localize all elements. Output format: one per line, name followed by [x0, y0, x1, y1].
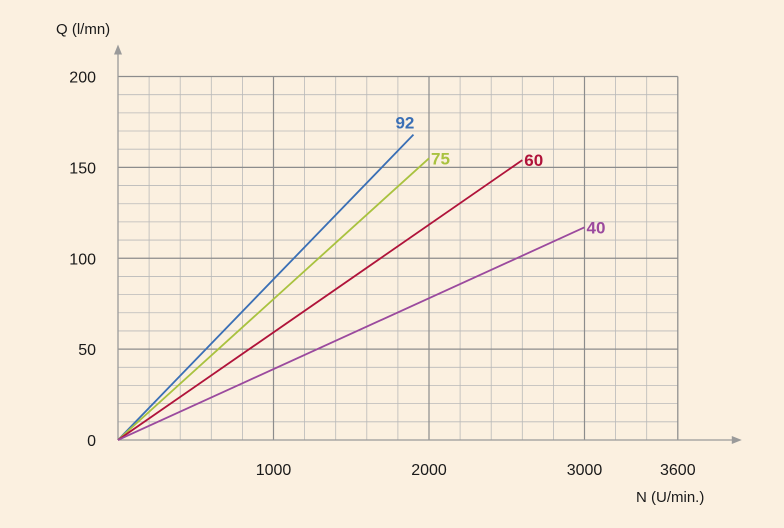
y-tick-label: 100: [69, 251, 96, 268]
y-tick-label: 50: [78, 342, 96, 359]
x-tick-label: 1000: [256, 462, 292, 479]
y-tick-label: 150: [69, 160, 96, 177]
x-tick-label: 2000: [411, 462, 447, 479]
series-line-92: [117, 134, 415, 441]
x-axis-arrow: [731, 436, 742, 444]
y-axis-label: Q (l/mn): [56, 21, 110, 38]
y-axis-arrow: [114, 44, 122, 55]
x-axis-label: N (U/min.): [636, 489, 704, 506]
series-label-92: 92: [395, 114, 414, 133]
major-gridlines: [118, 75, 679, 440]
y-tick-label: 200: [69, 70, 96, 87]
axes: [114, 44, 742, 444]
series-lines: [117, 134, 585, 441]
series-label-60: 60: [524, 151, 543, 170]
chart-labels: 0 50 100 150 200 1000 2000 3000 3600 92 75 60 40: [69, 70, 695, 480]
series-label-75: 75: [431, 149, 450, 168]
series-line-75: [117, 157, 430, 441]
y-tick-label: 0: [87, 433, 96, 450]
x-tick-label: 3000: [567, 462, 603, 479]
x-tick-label: 3600: [660, 462, 696, 479]
series-line-60: [117, 159, 523, 441]
series-line-40: [117, 226, 585, 441]
series-label-40: 40: [587, 218, 606, 237]
